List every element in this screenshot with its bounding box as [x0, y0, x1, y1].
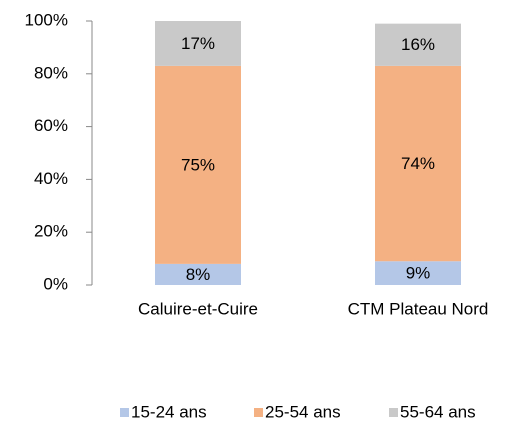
y-tick-label: 0% — [43, 274, 68, 293]
legend-label: 25-54 ans — [265, 402, 341, 421]
y-tick-label: 20% — [34, 222, 68, 241]
y-tick-label: 80% — [34, 63, 68, 82]
bar-segment — [375, 23, 461, 66]
bar-segment — [375, 261, 461, 285]
legend-label: 15-24 ans — [131, 402, 207, 421]
x-tick-label: Caluire-et-Cuire — [138, 299, 258, 318]
data-label: 8% — [186, 265, 211, 284]
legend-swatch — [120, 408, 129, 417]
bar-segment — [155, 65, 241, 264]
y-tick-label: 100% — [25, 10, 68, 29]
legend-swatch — [389, 408, 398, 417]
data-label: 9% — [406, 264, 431, 283]
x-tick-label: CTM Plateau Nord — [348, 299, 489, 318]
legend-label: 55-64 ans — [400, 402, 476, 421]
y-tick-label: 60% — [34, 116, 68, 135]
bar-segment — [375, 65, 461, 262]
data-label: 74% — [401, 154, 435, 173]
data-label: 16% — [401, 35, 435, 54]
data-label: 17% — [181, 34, 215, 53]
bar-segment — [155, 263, 241, 285]
y-tick-label: 40% — [34, 169, 68, 188]
bar-segment — [155, 21, 241, 66]
data-label: 75% — [181, 155, 215, 174]
legend-swatch — [254, 408, 263, 417]
